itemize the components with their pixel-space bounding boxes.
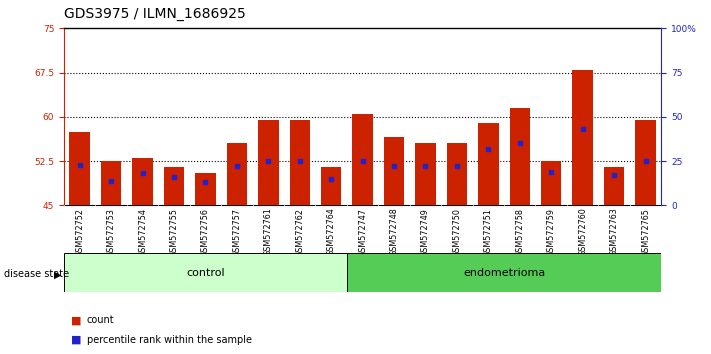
Bar — [321, 167, 341, 205]
Text: GSM572757: GSM572757 — [232, 208, 241, 257]
Text: ■: ■ — [71, 335, 82, 345]
Bar — [415, 143, 436, 205]
Bar — [572, 70, 593, 205]
Bar — [289, 120, 310, 205]
Text: GSM572763: GSM572763 — [609, 208, 619, 256]
Bar — [353, 114, 373, 205]
Text: GSM572747: GSM572747 — [358, 208, 367, 257]
Bar — [636, 120, 656, 205]
Bar — [347, 253, 661, 292]
Bar — [164, 167, 184, 205]
Bar — [101, 161, 122, 205]
Text: GSM572754: GSM572754 — [138, 208, 147, 257]
Bar — [510, 108, 530, 205]
Bar — [541, 161, 562, 205]
Text: GSM572750: GSM572750 — [452, 208, 461, 257]
Text: GSM572752: GSM572752 — [75, 208, 84, 257]
Text: ■: ■ — [71, 315, 82, 325]
Text: GSM572764: GSM572764 — [326, 208, 336, 256]
Text: GSM572759: GSM572759 — [547, 208, 556, 257]
Text: GSM572751: GSM572751 — [484, 208, 493, 257]
Bar — [64, 253, 347, 292]
Text: count: count — [87, 315, 114, 325]
Bar — [196, 173, 215, 205]
Text: GSM572761: GSM572761 — [264, 208, 273, 256]
Bar — [447, 143, 467, 205]
Text: GSM572762: GSM572762 — [295, 208, 304, 257]
Text: disease state: disease state — [4, 269, 69, 279]
Text: percentile rank within the sample: percentile rank within the sample — [87, 335, 252, 345]
Bar — [227, 143, 247, 205]
Bar — [258, 120, 279, 205]
Text: GDS3975 / ILMN_1686925: GDS3975 / ILMN_1686925 — [64, 7, 246, 21]
Text: GSM572748: GSM572748 — [390, 208, 399, 256]
Bar — [70, 132, 90, 205]
Text: GSM572765: GSM572765 — [641, 208, 650, 257]
Text: GSM572753: GSM572753 — [107, 208, 116, 257]
Text: ▶: ▶ — [54, 269, 62, 279]
Bar — [132, 158, 153, 205]
Text: GSM572755: GSM572755 — [169, 208, 178, 257]
Bar — [384, 137, 405, 205]
Text: GSM572749: GSM572749 — [421, 208, 430, 257]
Text: GSM572758: GSM572758 — [515, 208, 524, 257]
Text: GSM572756: GSM572756 — [201, 208, 210, 257]
Text: endometrioma: endometrioma — [463, 268, 545, 278]
Text: control: control — [186, 268, 225, 278]
Text: GSM572760: GSM572760 — [578, 208, 587, 256]
Bar — [478, 123, 498, 205]
Bar — [604, 167, 624, 205]
